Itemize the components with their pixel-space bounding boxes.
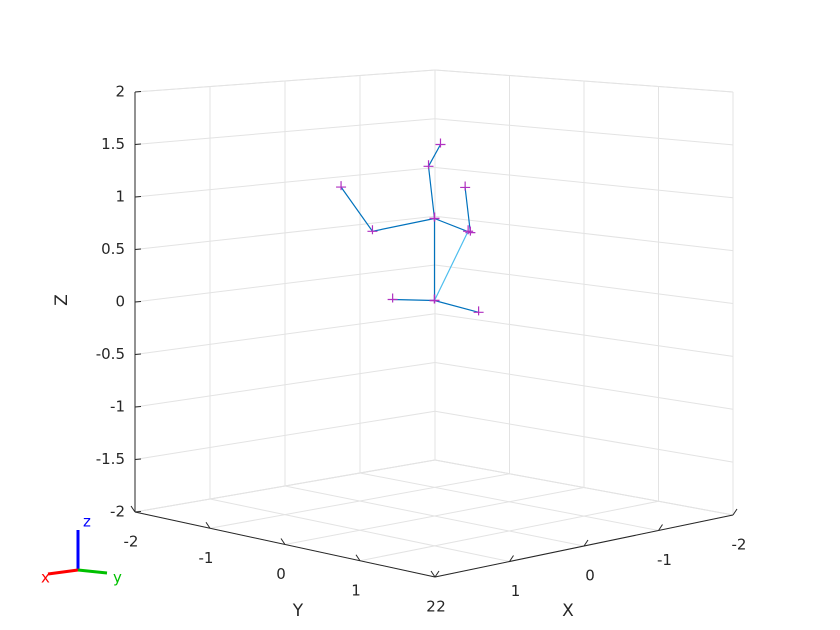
y-tick-label: 2 — [426, 598, 436, 616]
orientation-triad: z x y — [41, 513, 122, 587]
z-tick-label: -1 — [110, 398, 125, 416]
z-tick — [134, 196, 142, 198]
x-tick-label: 2 — [436, 598, 446, 616]
grid-line — [134, 459, 436, 513]
z-tick-label: 0.5 — [101, 240, 125, 258]
triad-x-axis — [47, 568, 79, 576]
z-tick-label: -2 — [110, 503, 125, 521]
link-line — [434, 187, 472, 234]
z-axis-title: Z — [52, 294, 72, 306]
y-axis-title: Y — [292, 601, 304, 621]
z-tick — [134, 458, 142, 460]
x-tick — [509, 555, 514, 562]
y-tick — [205, 521, 211, 529]
joint-marker — [435, 138, 446, 148]
z-tick-label: 1 — [115, 188, 125, 206]
joint-marker — [460, 181, 471, 191]
z-tick-label: 1.5 — [101, 135, 125, 153]
triad-y-axis — [77, 568, 108, 575]
joint-marker — [336, 181, 347, 191]
triad-x-label: x — [41, 569, 50, 587]
link-line — [392, 298, 479, 313]
y-tick — [280, 538, 286, 545]
x-tick — [583, 539, 589, 547]
y-tick-label: -1 — [199, 549, 214, 567]
z-tick-label: 2 — [115, 83, 125, 101]
joint-marker — [463, 225, 474, 235]
x-tick — [658, 524, 663, 531]
grid-line — [359, 500, 659, 562]
z-tick — [134, 511, 142, 513]
z-tick — [134, 248, 142, 250]
link-line — [433, 231, 469, 301]
y-tick — [130, 505, 136, 513]
joint-marker — [387, 293, 398, 303]
x-tick-label: 1 — [511, 582, 521, 600]
triad-y-label: y — [113, 569, 122, 587]
x-axis-title: X — [562, 601, 574, 621]
y-tick-label: 1 — [351, 581, 361, 599]
z-tick — [134, 353, 142, 355]
x-tick — [434, 570, 440, 578]
z-tick-label: -0.5 — [96, 345, 125, 363]
z-tick — [134, 91, 142, 93]
y-tick — [355, 554, 361, 562]
joint-marker — [367, 225, 378, 235]
z-tick-label: 0 — [115, 293, 125, 311]
y-tick-label: 0 — [276, 565, 286, 583]
z-tick — [134, 301, 142, 303]
x-tick-label: -2 — [732, 536, 747, 554]
z-tick — [134, 406, 142, 408]
y-tick-label: -2 — [124, 533, 139, 551]
z-tick-label: -1.5 — [96, 450, 125, 468]
joint-marker — [429, 212, 440, 222]
triad-z-label: z — [83, 513, 91, 531]
joint-marker — [473, 306, 484, 316]
y-tick — [430, 570, 436, 578]
z-tick — [134, 143, 142, 145]
link-line — [427, 144, 442, 301]
grid-line — [284, 487, 585, 545]
joint-marker — [423, 160, 434, 170]
joint-marker — [429, 294, 440, 304]
x-tick-label: -1 — [657, 551, 672, 569]
x-tick-label: 0 — [585, 567, 595, 585]
grid-line — [209, 473, 510, 529]
x-tick — [732, 508, 738, 516]
